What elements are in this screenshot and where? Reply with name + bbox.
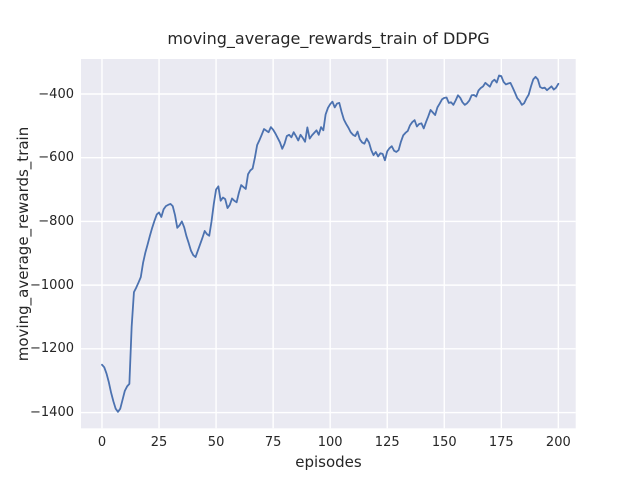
y-tick-label: −800 bbox=[38, 213, 74, 229]
y-tick-label: −400 bbox=[38, 86, 74, 102]
x-tick-label: 100 bbox=[317, 435, 343, 450]
y-tick-label: −1200 bbox=[30, 341, 74, 357]
x-tick-label: 75 bbox=[264, 435, 282, 450]
y-tick-label: −1400 bbox=[30, 405, 74, 421]
x-tick-label: 150 bbox=[431, 435, 457, 450]
x-tick-label: 50 bbox=[207, 435, 225, 450]
x-tick-label: 175 bbox=[488, 435, 514, 450]
y-tick-label: −1000 bbox=[30, 277, 74, 293]
x-tick-label: 0 bbox=[97, 435, 107, 450]
x-tick-label: 125 bbox=[374, 435, 400, 450]
y-axis-label: moving_average_rewards_train bbox=[14, 126, 32, 362]
x-tick-label: 200 bbox=[545, 435, 571, 450]
series-line bbox=[101, 74, 560, 413]
y-tick-label: −600 bbox=[38, 150, 74, 166]
plot-area bbox=[81, 59, 576, 429]
x-axis-label: episodes bbox=[295, 453, 362, 471]
chart-title: moving_average_rewards_train of DDPG bbox=[167, 29, 490, 48]
series-layer bbox=[101, 74, 560, 413]
x-tick-label: 25 bbox=[150, 435, 168, 450]
gridlines bbox=[81, 59, 576, 429]
